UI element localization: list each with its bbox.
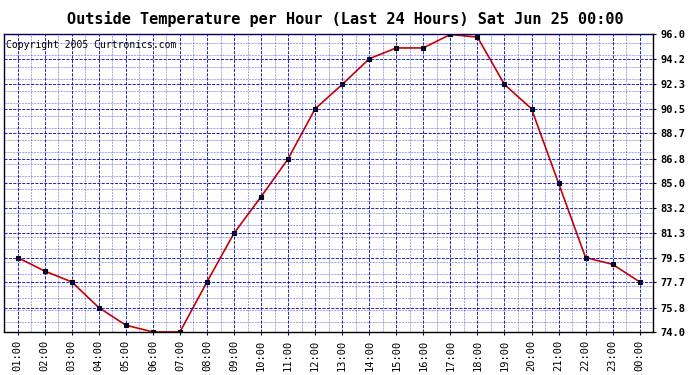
- Text: Outside Temperature per Hour (Last 24 Hours) Sat Jun 25 00:00: Outside Temperature per Hour (Last 24 Ho…: [67, 11, 623, 27]
- Text: Copyright 2005 Curtronics.com: Copyright 2005 Curtronics.com: [6, 40, 177, 50]
